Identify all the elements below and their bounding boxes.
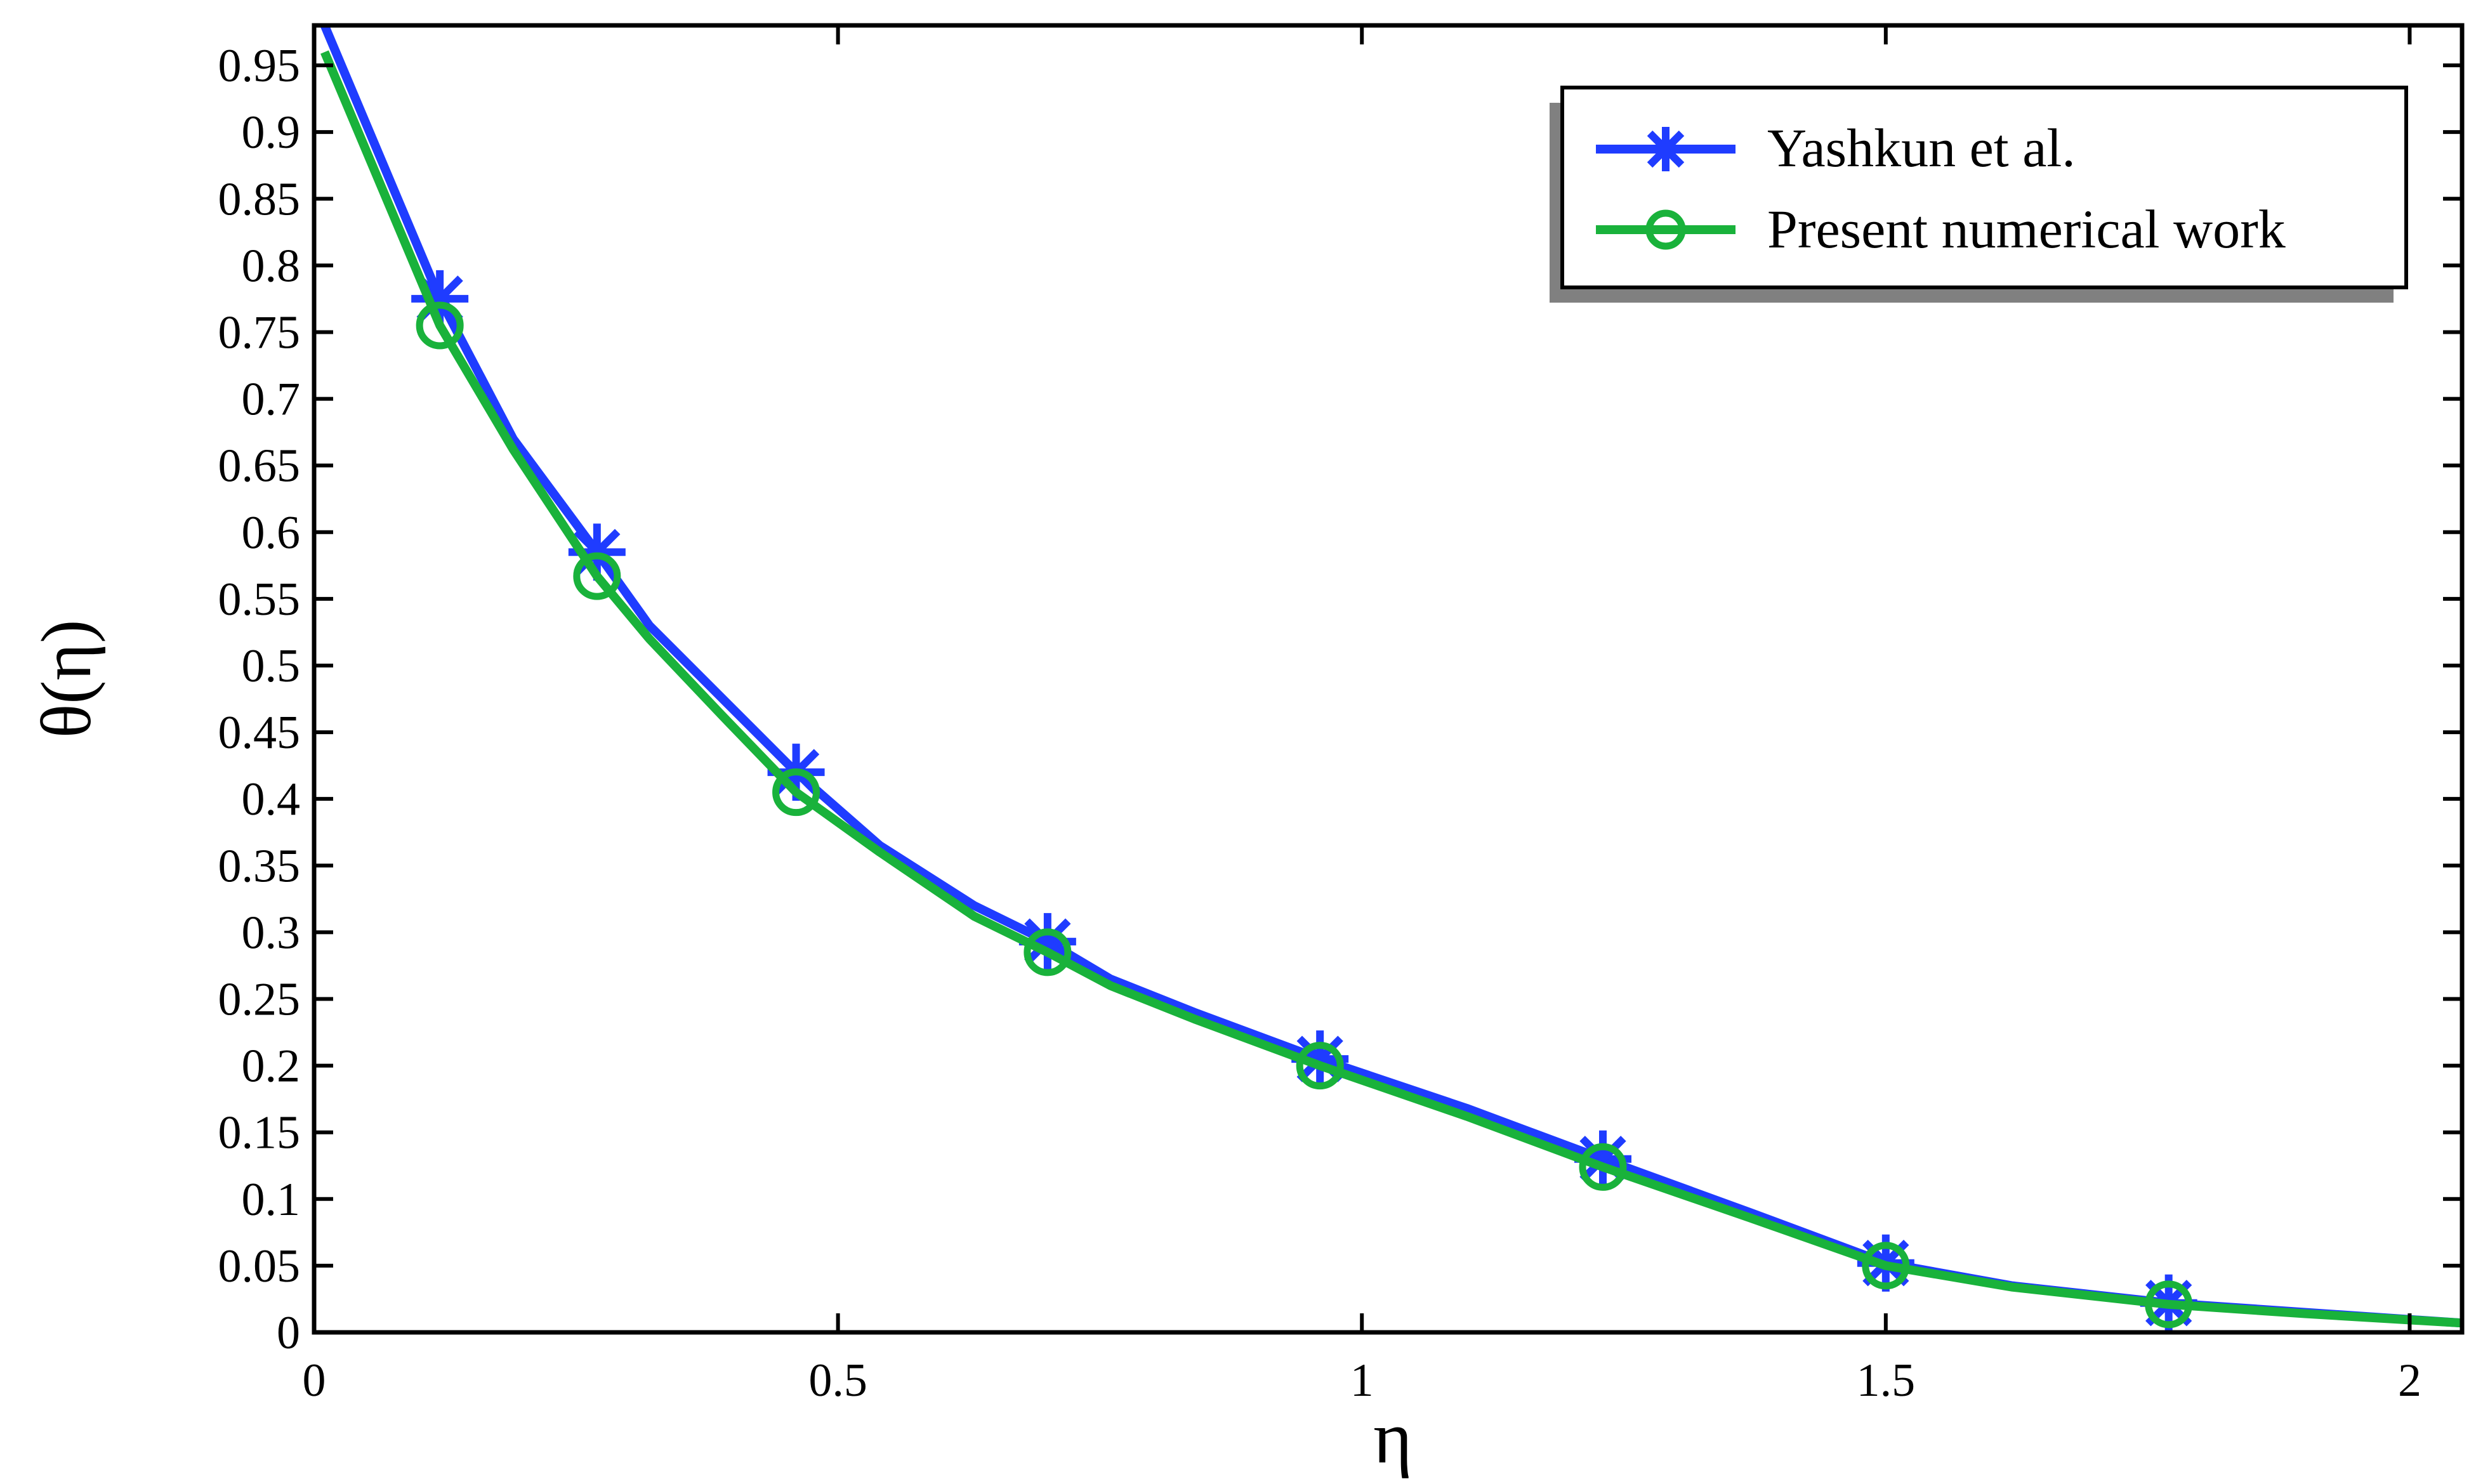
x-tick-label: 2 [2398,1355,2421,1407]
legend-label-present: Present numerical work [1767,199,2286,259]
legend-box [1560,86,2408,289]
y-tick-label: 0.4 [242,773,301,825]
y-tick-label: 0.95 [218,40,301,92]
point-marker-present [1862,1242,1910,1290]
y-axis-label: θ(η) [27,620,106,739]
point-marker-present [1579,1143,1627,1191]
y-tick-label: 0.7 [242,374,301,426]
y-tick-label: 0.6 [242,507,301,559]
y-tick-label: 0.2 [242,1041,301,1093]
y-tick-label: 0.05 [218,1240,301,1292]
x-tick-label: 1 [1350,1355,1374,1407]
point-marker-present [772,768,820,817]
legend-circle-icon [1645,209,1686,250]
point-marker-present [416,301,464,350]
x-tick-label: 1.5 [1857,1355,1916,1407]
legend-label-yashkun: Yashkun et al. [1767,117,2076,178]
legend-asterisk-icon [1643,127,1688,171]
y-tick-label: 0.35 [218,840,301,892]
x-tick-label: 0.5 [808,1355,867,1407]
axis-ticks: 0 0.05 0.1 0.15 0.2 0.25 0.3 0.35 0.4 0.45 0.5 0.55… [218,25,2462,1407]
y-tick-label: 0.65 [218,440,301,492]
x-tick-label: 0 [303,1355,326,1407]
x-axis-label: η [1373,1396,1413,1479]
y-tick-label: 0.45 [218,707,301,759]
point-marker-present [573,552,621,600]
plot-marks [320,23,2463,1332]
point-marker-present [1024,928,1072,976]
y-tick-label: 0 [277,1307,300,1359]
y-tick-label: 0.5 [242,640,301,692]
legend: Yashkun et al. Present numerical work [1550,86,2408,303]
series-line-present [320,50,2463,1328]
y-tick-label: 0.8 [242,240,301,292]
y-tick-label: 0.85 [218,173,301,225]
y-tick-label: 0.3 [242,907,301,959]
y-tick-label: 0.25 [218,973,301,1025]
plot-frame [312,23,2465,1335]
y-tick-label: 0.15 [218,1107,301,1159]
y-tick-label: 0.55 [218,574,301,626]
point-marker-present [2145,1280,2193,1329]
y-tick-label: 0.75 [218,306,301,358]
point-marker-present [1296,1042,1344,1090]
y-tick-label: 0.1 [242,1174,301,1226]
y-tick-label: 0.9 [242,107,301,159]
